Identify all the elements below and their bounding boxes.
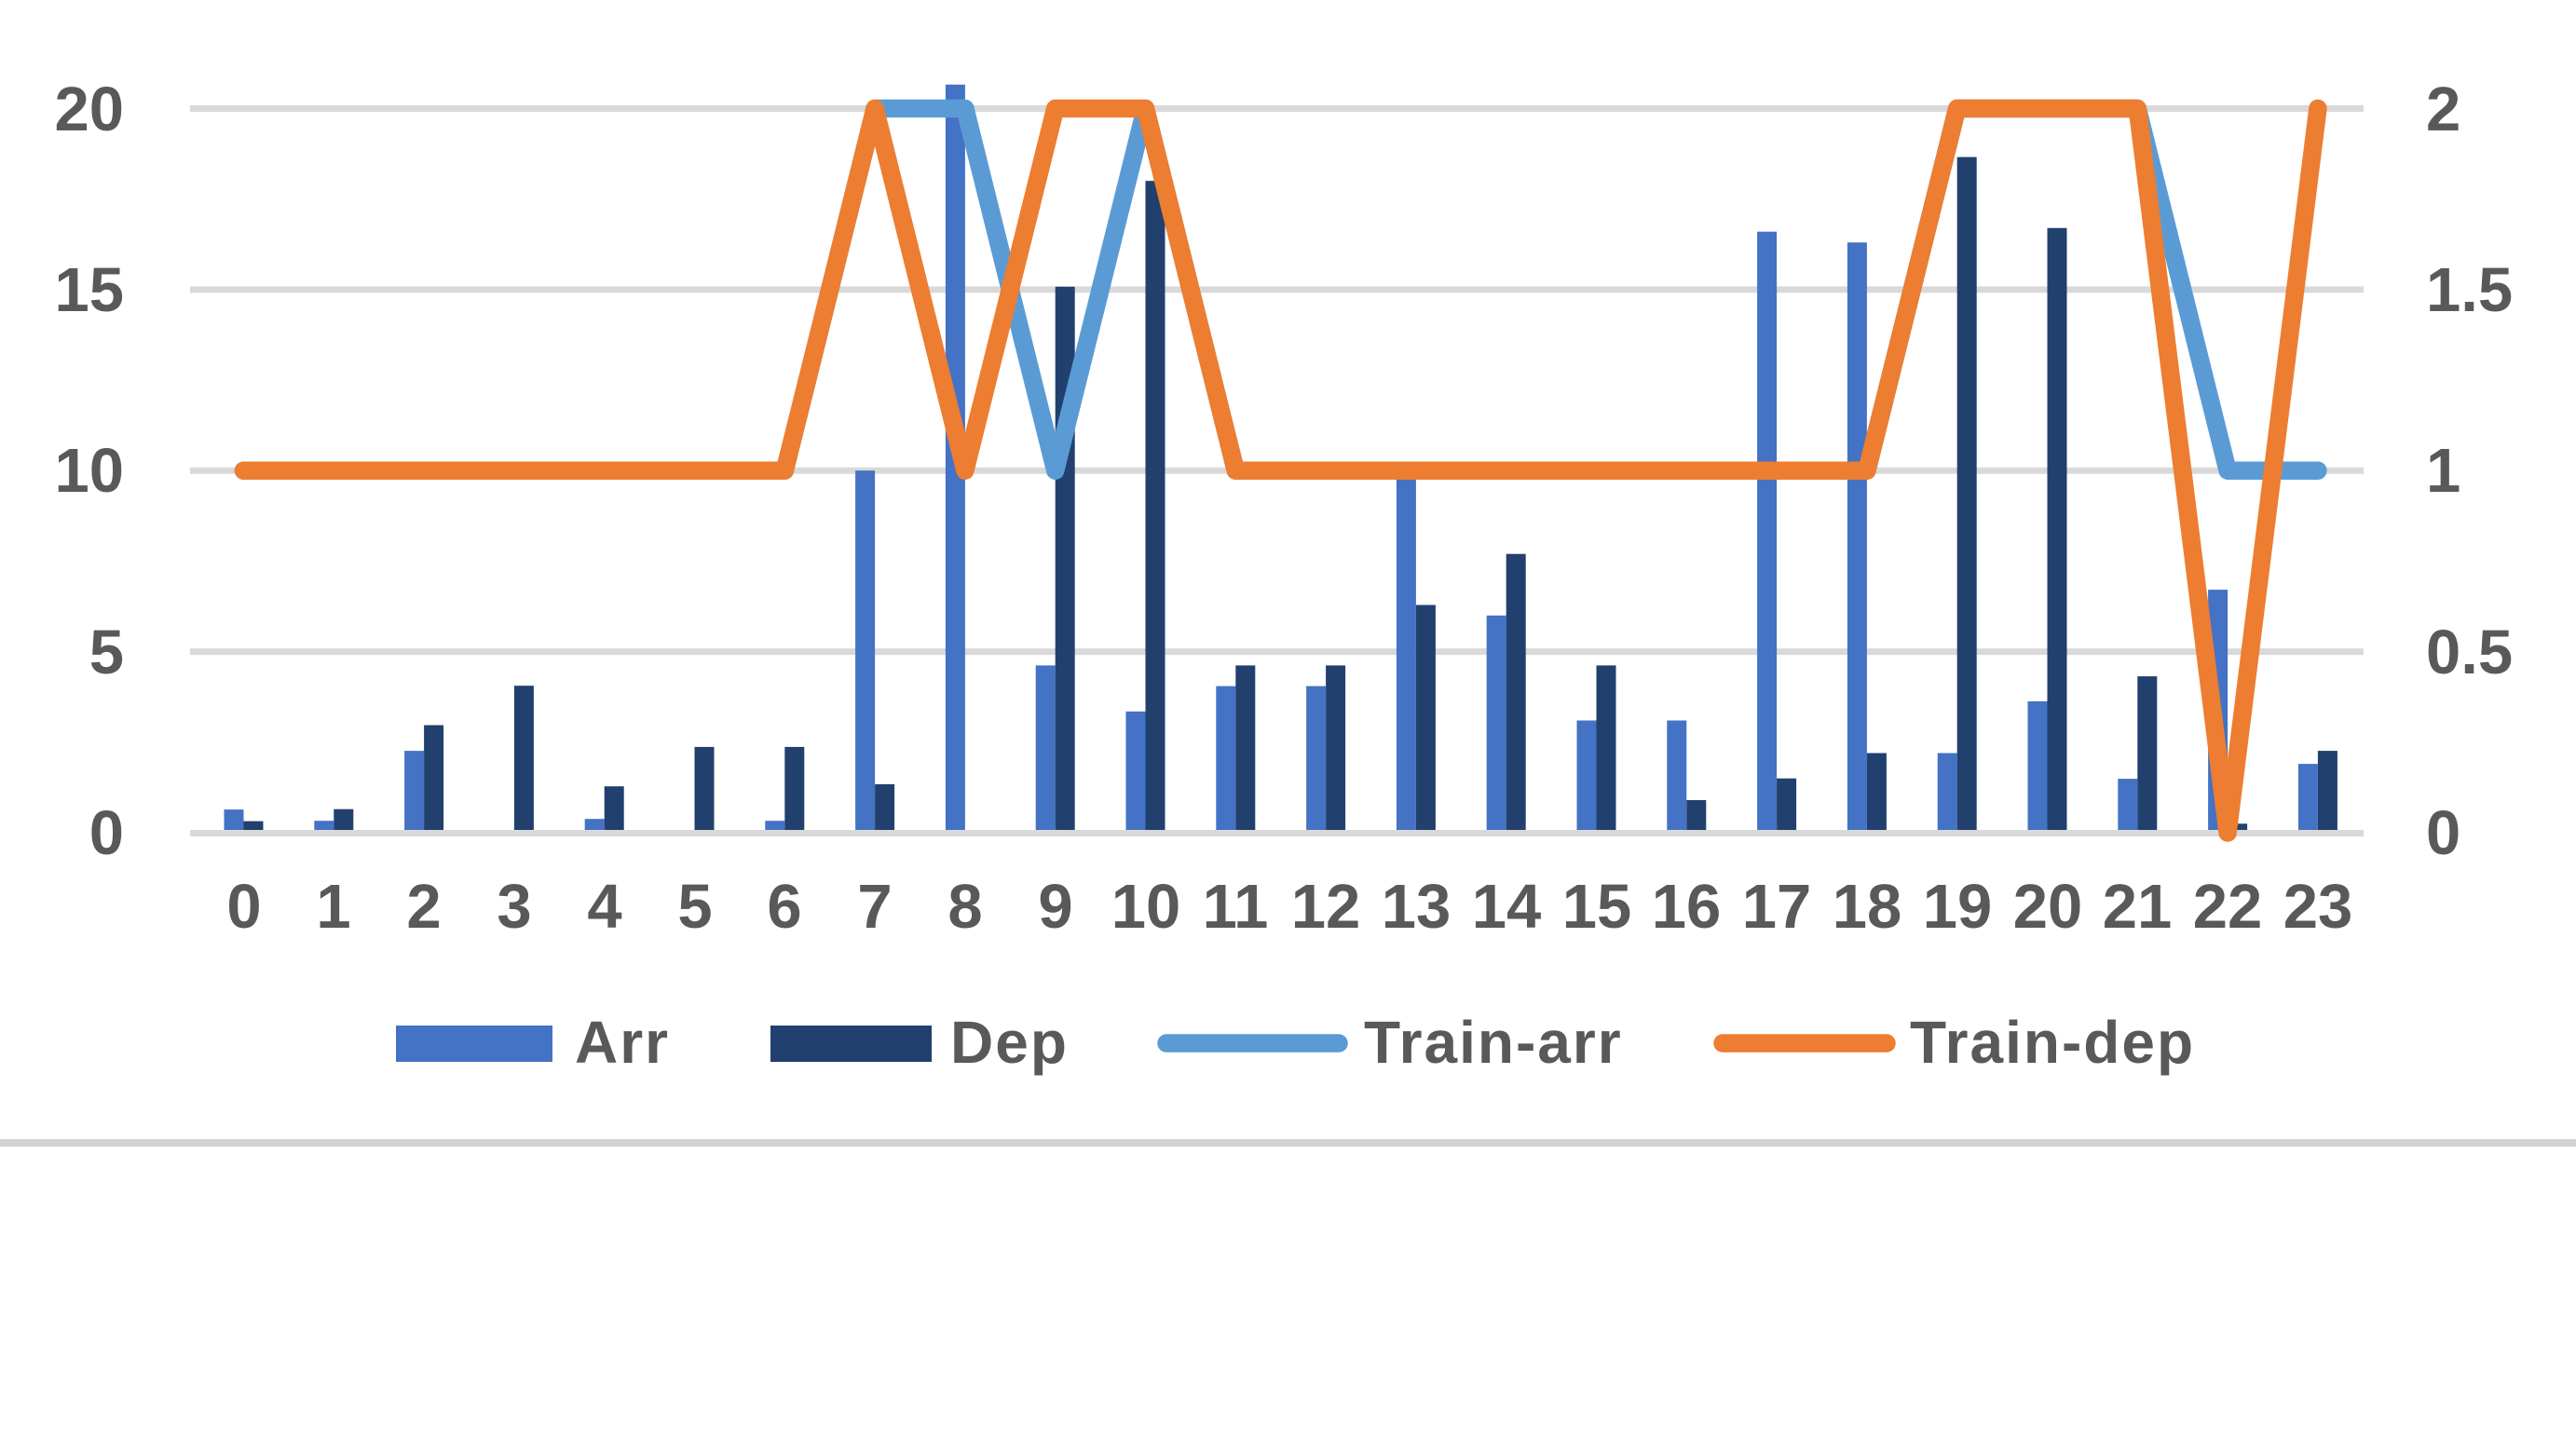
svg-text:0: 0: [2426, 798, 2460, 868]
svg-text:5: 5: [677, 872, 712, 942]
svg-text:18: 18: [1833, 872, 1902, 942]
svg-text:4: 4: [587, 872, 621, 942]
svg-text:2: 2: [2426, 75, 2460, 144]
svg-text:20: 20: [2013, 872, 2083, 942]
svg-text:11: 11: [1203, 872, 1269, 942]
svg-text:1: 1: [316, 872, 350, 942]
svg-text:21: 21: [2103, 872, 2173, 942]
svg-text:10: 10: [1111, 872, 1181, 942]
svg-text:20: 20: [54, 75, 124, 144]
svg-text:12: 12: [1291, 872, 1361, 942]
svg-text:Train-dep: Train-dep: [1910, 1009, 2195, 1076]
svg-text:17: 17: [1742, 872, 1812, 942]
svg-text:0.5: 0.5: [2426, 618, 2513, 687]
svg-text:14: 14: [1472, 872, 1542, 942]
svg-text:Dep: Dep: [950, 1009, 1069, 1076]
svg-text:0: 0: [89, 798, 124, 868]
svg-text:3: 3: [497, 872, 531, 942]
svg-text:0: 0: [226, 872, 261, 942]
svg-text:13: 13: [1382, 872, 1452, 942]
svg-text:22: 22: [2193, 872, 2263, 942]
svg-text:9: 9: [1038, 872, 1072, 942]
svg-text:7: 7: [857, 872, 892, 942]
svg-text:5: 5: [89, 618, 124, 687]
svg-text:15: 15: [54, 255, 124, 325]
svg-text:15: 15: [1562, 872, 1632, 942]
svg-text:16: 16: [1652, 872, 1722, 942]
svg-text:8: 8: [947, 872, 982, 942]
svg-text:1: 1: [2426, 436, 2460, 506]
svg-text:1.5: 1.5: [2426, 255, 2513, 325]
svg-text:23: 23: [2283, 872, 2353, 942]
svg-text:10: 10: [54, 436, 124, 506]
svg-text:Arr: Arr: [575, 1009, 670, 1076]
svg-text:19: 19: [1923, 872, 1993, 942]
svg-text:Train-arr: Train-arr: [1364, 1009, 1623, 1076]
svg-text:6: 6: [767, 872, 801, 942]
svg-text:2: 2: [406, 872, 441, 942]
